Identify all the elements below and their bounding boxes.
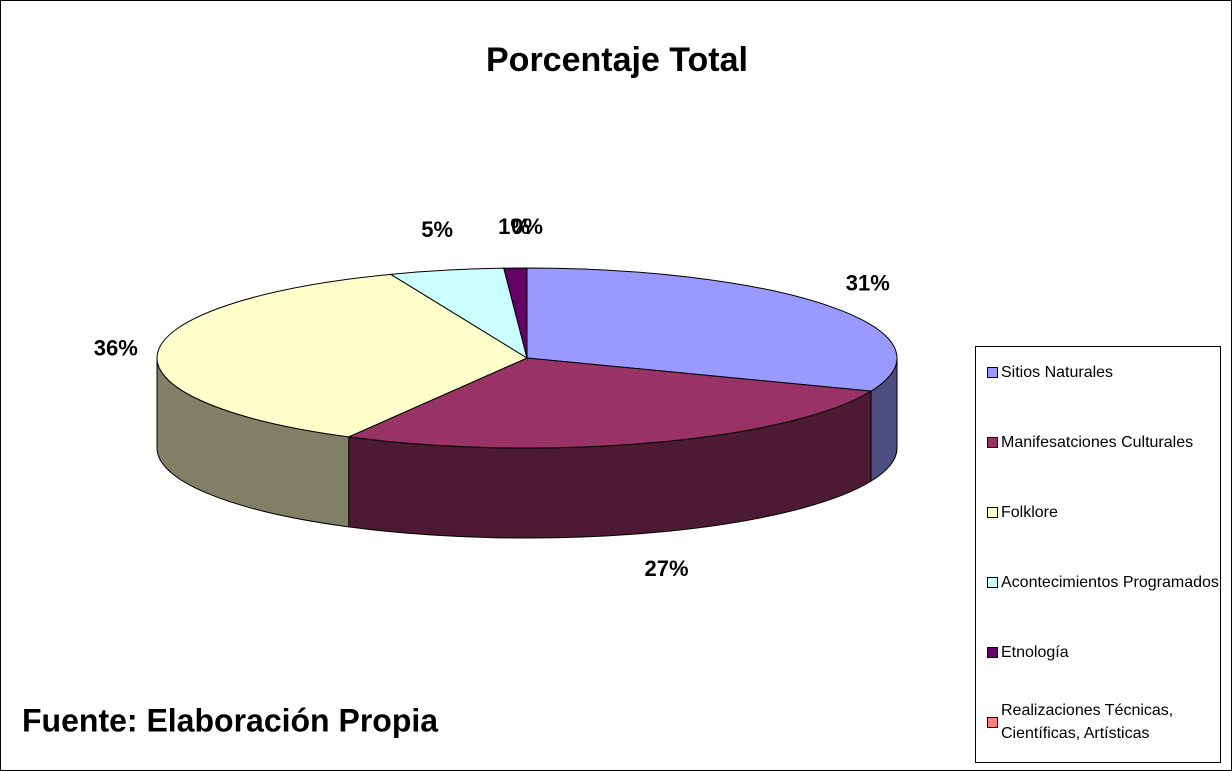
legend-entry: Etnología	[976, 617, 1220, 687]
legend-label: Folklore	[1001, 503, 1058, 521]
legend-swatch	[987, 716, 998, 728]
chart-title: Porcentaje Total	[486, 41, 748, 79]
legend-entry: Folklore	[976, 477, 1220, 547]
slice-sides	[156, 357, 898, 539]
legend-swatch	[987, 576, 998, 588]
legend-swatch	[987, 506, 998, 518]
slice-tops	[156, 267, 898, 449]
legend-swatch	[987, 646, 998, 658]
data-label: 31%	[846, 271, 890, 296]
data-label: 36%	[94, 336, 138, 361]
slice	[156, 273, 529, 438]
legend-entry: Sitios Naturales	[976, 337, 1220, 407]
slice	[526, 267, 898, 392]
legend: Sitios Naturales Manifesatciones Cultural…	[975, 346, 1221, 763]
legend-label: Manifesatciones Culturales	[1001, 433, 1194, 451]
legend-label: Realizaciones Técnicas, Científicas, Art…	[1001, 702, 1174, 742]
legend-swatch	[987, 436, 998, 448]
legend-swatch	[987, 366, 998, 378]
legend-label: Sitios Naturales	[1001, 363, 1114, 381]
data-label: 0%	[511, 214, 543, 239]
data-label: 1%	[498, 214, 530, 239]
source-note: Fuente: Elaboración Propia	[22, 702, 438, 738]
legend-entry: Manifesatciones Culturales	[976, 407, 1220, 477]
data-label: 27%	[645, 556, 689, 581]
legend-label: Acontecimientos Programados	[1001, 573, 1219, 591]
legend-entry: Acontecimientos Programados	[976, 547, 1220, 617]
legend-entry: Realizaciones Técnicas, Científicas, Art…	[976, 687, 1220, 757]
legend-label: Etnología	[1001, 643, 1069, 661]
data-label: 5%	[421, 217, 453, 242]
slice	[346, 357, 873, 449]
